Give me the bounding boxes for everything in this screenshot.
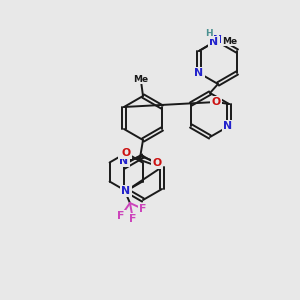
Text: N: N: [122, 186, 130, 196]
Text: H: H: [122, 148, 130, 157]
Text: N: N: [194, 68, 203, 78]
Text: Me: Me: [134, 74, 148, 83]
Text: F: F: [129, 214, 137, 224]
Text: O: O: [152, 158, 162, 168]
Text: F: F: [139, 204, 147, 214]
Text: H: H: [205, 29, 213, 38]
Text: N: N: [119, 156, 129, 166]
Text: N: N: [213, 35, 223, 45]
Text: O: O: [212, 97, 220, 107]
Text: N: N: [224, 121, 232, 131]
Text: F: F: [117, 211, 124, 221]
Text: O: O: [122, 148, 130, 158]
Text: Me: Me: [222, 37, 238, 46]
Text: N: N: [209, 37, 218, 47]
